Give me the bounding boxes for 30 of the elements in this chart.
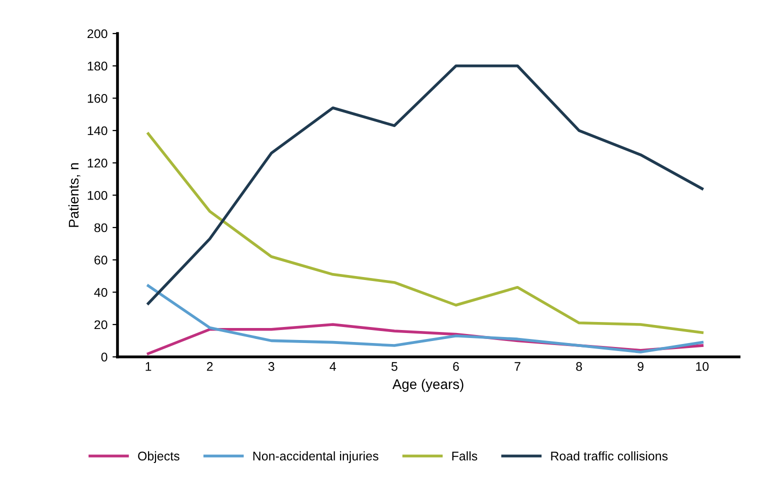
legend-label: Objects (138, 451, 180, 463)
x-tick-label: 2 (206, 362, 213, 371)
legend-label: Falls (452, 451, 478, 460)
line-series (146, 64, 704, 305)
x-tick-label: 9 (638, 362, 644, 371)
x-tick-label: 3 (268, 362, 274, 371)
y-tick-label: 120 (88, 158, 108, 168)
line-series (146, 132, 704, 334)
x-tick-label: 5 (391, 362, 398, 371)
x-tick-label: 7 (514, 362, 520, 371)
y-tick-label: 80 (94, 223, 108, 232)
line-series (146, 284, 704, 354)
y-tick-label: 140 (88, 126, 108, 136)
y-axis-title: Patients, n (68, 163, 80, 227)
y-tick-label: 20 (94, 320, 108, 330)
x-tick-label: 1 (146, 362, 152, 371)
x-tick-label: 6 (453, 362, 459, 371)
y-tick-label: 0 (101, 352, 108, 362)
y-tick-label: 40 (94, 288, 108, 297)
y-tick-label: 180 (88, 62, 108, 71)
legend-label: Non-accidental injuries (253, 451, 378, 463)
x-tick-label: 4 (330, 362, 336, 371)
x-tick-label: 8 (576, 362, 582, 371)
y-tick-label: 60 (94, 256, 108, 265)
y-tick-label: 100 (88, 190, 108, 200)
legend-label: Road traffic collisions (551, 451, 668, 460)
y-tick-label: 160 (88, 94, 108, 103)
y-tick-label: 200 (88, 29, 108, 38)
x-tick-label: 10 (696, 362, 709, 371)
x-axis-title: Age (years) (392, 378, 464, 392)
